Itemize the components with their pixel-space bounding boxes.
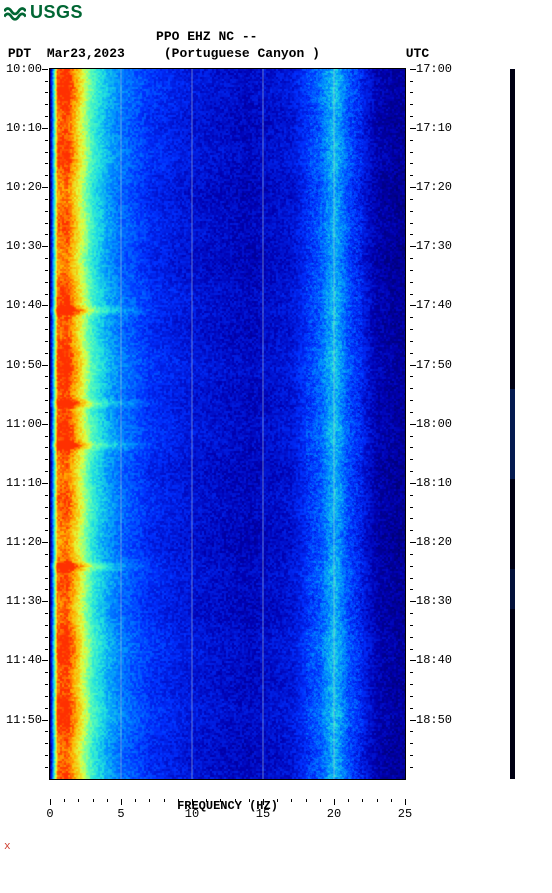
y-left-tick: 11:40 xyxy=(6,653,42,667)
y-left-tick: 11:10 xyxy=(6,476,42,490)
plot-area: 10:0010:1010:2010:3010:4010:5011:0011:10… xyxy=(0,69,552,839)
y-right-tick: 18:40 xyxy=(416,653,452,667)
header-station-name: (Portuguese Canyon ) xyxy=(164,46,320,61)
y-right-tick: 17:20 xyxy=(416,180,452,194)
colorbar-strip xyxy=(510,69,515,779)
footer-mark: x xyxy=(4,841,552,853)
y-right-tick: 18:50 xyxy=(416,713,452,727)
y-right-tick: 18:30 xyxy=(416,594,452,608)
usgs-logo-text: USGS xyxy=(30,2,83,23)
y-right-tick: 17:00 xyxy=(416,62,452,76)
y-left-tick: 11:00 xyxy=(6,417,42,431)
y-left-tick: 11:30 xyxy=(6,594,42,608)
y-left-tick: 10:10 xyxy=(6,121,42,135)
header-station-code: PPO EHZ NC -- xyxy=(156,29,257,44)
usgs-logo: USGS xyxy=(0,0,552,25)
y-axis-right: 17:0017:1017:2017:3017:4017:5018:0018:10… xyxy=(410,69,470,779)
y-left-tick: 10:30 xyxy=(6,239,42,253)
y-right-tick: 18:20 xyxy=(416,535,452,549)
x-tick: 5 xyxy=(117,807,124,821)
header-date: Mar23,2023 xyxy=(47,46,125,61)
y-left-tick: 10:50 xyxy=(6,358,42,372)
usgs-wave-icon xyxy=(4,4,26,22)
y-left-tick: 11:50 xyxy=(6,713,42,727)
y-right-tick: 17:50 xyxy=(416,358,452,372)
header-tz-right: UTC xyxy=(406,46,429,61)
y-axis-left: 10:0010:1010:2010:3010:4010:5011:0011:10… xyxy=(0,69,48,779)
x-axis-label: FREQUENCY (HZ) xyxy=(50,799,405,813)
y-left-tick: 11:20 xyxy=(6,535,42,549)
y-right-tick: 17:30 xyxy=(416,239,452,253)
x-axis: FREQUENCY (HZ) 0510152025 xyxy=(50,799,405,839)
y-right-tick: 17:10 xyxy=(416,121,452,135)
y-left-tick: 10:20 xyxy=(6,180,42,194)
y-left-tick: 10:40 xyxy=(6,298,42,312)
y-right-tick: 17:40 xyxy=(416,298,452,312)
y-right-tick: 18:00 xyxy=(416,417,452,431)
x-tick: 15 xyxy=(256,807,270,821)
header-tz-left: PDT xyxy=(8,46,31,61)
y-right-tick: 18:10 xyxy=(416,476,452,490)
spectrogram xyxy=(50,69,405,779)
x-tick: 10 xyxy=(185,807,199,821)
x-tick: 20 xyxy=(327,807,341,821)
x-tick: 0 xyxy=(46,807,53,821)
y-left-tick: 10:00 xyxy=(6,62,42,76)
plot-header: PPO EHZ NC -- PDT Mar23,2023 (Portuguese… xyxy=(0,29,552,63)
x-tick: 25 xyxy=(398,807,412,821)
